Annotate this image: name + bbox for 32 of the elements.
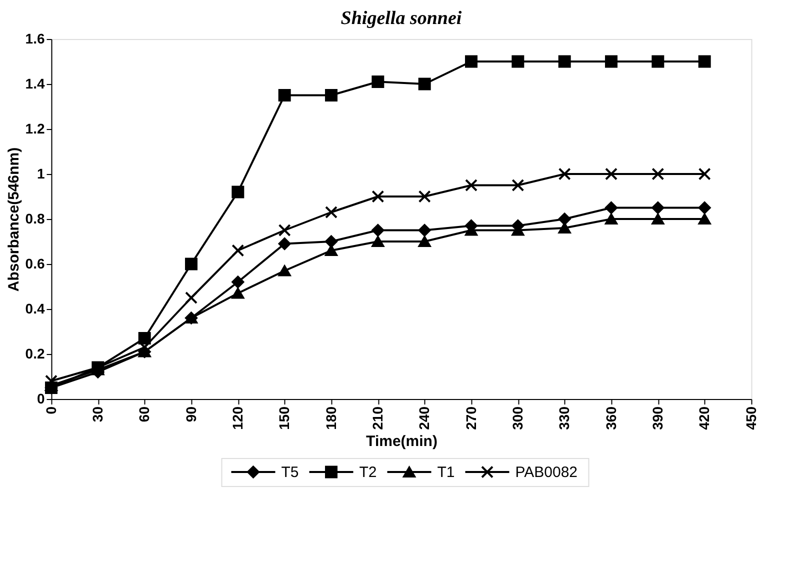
x-tick-label: 360 <box>602 406 619 430</box>
x-tick-label: 90 <box>182 406 199 422</box>
y-tick-label: 1.6 <box>25 30 45 46</box>
x-tick-label: 120 <box>229 406 246 430</box>
y-tick-label: 0 <box>36 390 45 406</box>
legend-label: T5 <box>281 464 299 481</box>
y-tick-label: 0.6 <box>25 256 45 272</box>
x-tick-label: 390 <box>649 406 666 430</box>
y-tick-label: 1 <box>36 166 45 182</box>
y-tick-label: 0.4 <box>25 300 45 316</box>
x-tick-label: 300 <box>509 406 526 430</box>
x-tick-label: 240 <box>416 406 432 430</box>
x-tick-label: 150 <box>276 406 292 430</box>
x-tick-label: 330 <box>556 406 572 430</box>
x-tick-label: 0 <box>42 406 59 414</box>
legend-label: PAB0082 <box>515 464 578 481</box>
legend-label: T1 <box>437 464 455 481</box>
legend-label: T2 <box>359 464 377 481</box>
x-axis-title: Time(min) <box>366 432 438 450</box>
x-tick-label: 210 <box>369 406 386 430</box>
y-tick-label: 1.2 <box>25 120 45 136</box>
y-tick-label: 0.8 <box>25 210 45 226</box>
y-axis-title: Absorbance(546nm) <box>5 147 22 292</box>
x-tick-label: 270 <box>462 406 479 430</box>
x-tick-label: 420 <box>696 406 712 430</box>
chart-title: Shigella sonnei <box>340 8 462 29</box>
y-tick-label: 1.4 <box>25 76 45 92</box>
x-tick-label: 180 <box>322 406 339 430</box>
y-tick-label: 0.2 <box>25 346 45 362</box>
x-tick-label: 30 <box>89 406 106 422</box>
x-tick-label: 450 <box>742 406 759 430</box>
x-tick-label: 60 <box>136 406 152 422</box>
